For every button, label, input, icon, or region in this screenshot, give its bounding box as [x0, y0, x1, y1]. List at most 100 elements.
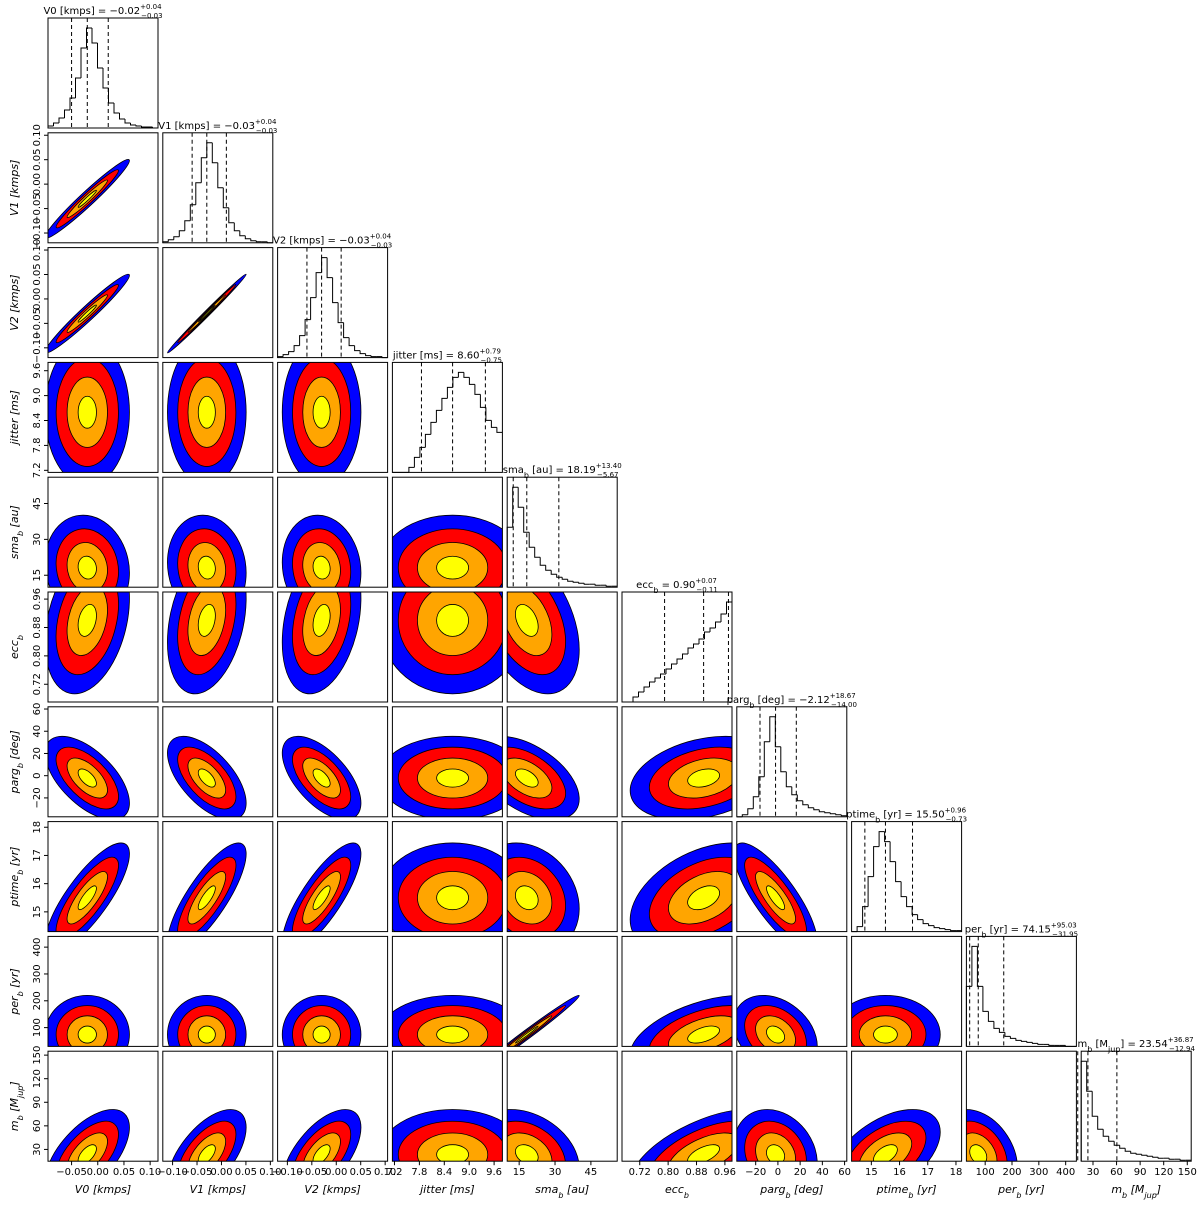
density-panel: 100 200 300 400 perb [yr] [965, 1050, 1077, 1200]
hist-step [102, 68, 109, 89]
hist-step [824, 811, 831, 814]
density-panel [851, 935, 963, 1047]
label-part: b [16, 531, 25, 536]
label-part: parg [759, 1183, 785, 1196]
hist-step [1124, 1148, 1131, 1152]
density-contour [687, 768, 720, 788]
x-axis-label: eccb [665, 1183, 689, 1200]
y-tick-label: 0.00 [32, 288, 43, 310]
hist-step [1004, 1032, 1011, 1037]
density-panel [277, 821, 389, 933]
label-part: sma [503, 465, 524, 476]
y-tick-label: 7.8 [32, 437, 43, 453]
label-part: [yr] [986, 924, 1007, 935]
hist-step [58, 117, 65, 123]
hist-step [1015, 1038, 1022, 1041]
hist-step [1135, 1153, 1142, 1155]
hist-step [354, 345, 361, 352]
density-panel [162, 476, 274, 588]
hist-step [758, 776, 765, 797]
contours [629, 842, 732, 932]
panel-frame [391, 1050, 503, 1162]
hist-step [119, 113, 125, 120]
contours [392, 735, 503, 817]
title-plus: +0.96 [945, 807, 967, 815]
density-panel: 0.72 0.80 0.88 0.96 eccb [621, 1050, 736, 1200]
hist-step [791, 786, 798, 796]
label-part: parg [8, 768, 21, 794]
contours [167, 1109, 247, 1162]
y-tick-label: 400 [32, 938, 43, 957]
contours [392, 592, 503, 695]
hist-step [895, 861, 902, 883]
hist-step [1086, 1061, 1093, 1092]
x-tick-label: 15 [513, 1167, 526, 1178]
hist-step [496, 427, 503, 433]
hist-step [332, 277, 339, 304]
y-tick-label: 0.72 [32, 673, 43, 695]
y-tick-label: −0.10 [32, 332, 43, 363]
panel-title: eccb = 0.90+0.07 −0.11 [636, 577, 718, 595]
panel-frame [736, 706, 848, 818]
hist-step [747, 808, 754, 815]
density-panel [506, 591, 618, 703]
hist-step [965, 985, 972, 1047]
y-tick-label: 0.00 [32, 173, 43, 195]
density-panel: 15 30 45 smab [au] [8, 476, 159, 588]
density-panel [162, 247, 274, 359]
density-contour [766, 1144, 786, 1162]
x-tick-label: 120 [1154, 1167, 1173, 1178]
x-tick-label: −0.05 [182, 1167, 213, 1178]
panel-frame [277, 591, 389, 703]
title-median: −2.12 [799, 695, 830, 706]
contours [507, 994, 580, 1047]
panel-frame [162, 247, 274, 359]
y-tick-label: 100 [32, 1018, 43, 1037]
hist-step [829, 812, 836, 815]
density-panel [162, 361, 274, 473]
panel-frame [277, 821, 389, 933]
hist-step [780, 746, 787, 773]
hist-step [195, 182, 202, 205]
x-tick-label: 100 [976, 1167, 995, 1178]
density-contour [197, 555, 216, 580]
y-axis-label: V1 [kmps] [8, 160, 21, 216]
y-tick-label: 15 [32, 569, 43, 582]
hist-step [299, 335, 306, 346]
hist-step [643, 686, 650, 692]
label-part: ] [1156, 1183, 1161, 1196]
y-tick-label: 16 [32, 877, 43, 890]
panel-frame [391, 935, 503, 1047]
title-minus: −0.03 [256, 127, 277, 135]
label-part: [deg] [791, 1183, 824, 1196]
hist-step [293, 345, 300, 352]
label-part: sma [535, 1183, 558, 1196]
density-panel [736, 935, 848, 1047]
hist-step [878, 831, 885, 847]
density-contour [77, 304, 97, 323]
label-part: V2 [kmps] [8, 274, 21, 330]
density-contour [312, 604, 331, 637]
title-separator: = [1007, 924, 1022, 935]
x-tick-label: 0.10 [374, 1167, 396, 1178]
panel-frame [506, 476, 618, 588]
hist-step [523, 507, 530, 533]
panel-title: V1 [kmps] = −0.03+0.04 −0.03 [158, 118, 277, 135]
hist-step [638, 691, 644, 697]
hist-step [1048, 1044, 1055, 1046]
hist-step [217, 162, 224, 189]
panel-frame [47, 1050, 159, 1162]
contours [629, 994, 732, 1047]
hist-step [665, 668, 672, 674]
hist-step [676, 658, 683, 664]
density-contour [197, 1025, 216, 1044]
title-plus: +0.07 [695, 577, 716, 585]
x-tick-label: 7.2 [387, 1167, 403, 1178]
density-panel: 7.2 7.8 8.4 9.0 9.6 jitter [ms] [8, 361, 159, 478]
contours [392, 994, 503, 1047]
hist-step [971, 945, 978, 987]
y-tick-label: 0.10 [32, 239, 43, 261]
label-part: jitter [ms] [418, 1183, 475, 1196]
hist-step [774, 716, 781, 748]
